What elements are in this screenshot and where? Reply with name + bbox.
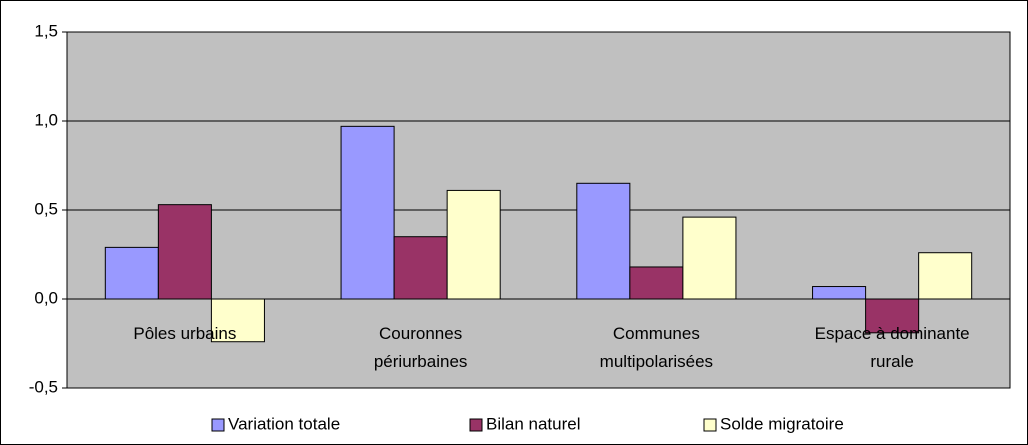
x-tick-label: Pôles urbains xyxy=(133,324,236,343)
bar xyxy=(682,216,737,300)
legend-swatch xyxy=(469,418,483,432)
legend-label: Variation totale xyxy=(228,414,340,433)
bar xyxy=(340,125,395,300)
bar xyxy=(918,252,973,300)
x-tick-label: Couronnes périurbaines xyxy=(374,324,468,371)
bar xyxy=(210,298,265,343)
y-tick-label: 1,0 xyxy=(34,110,58,129)
bar xyxy=(104,246,159,300)
y-tick-label: 1,5 xyxy=(34,21,58,40)
x-tick-line: rurale xyxy=(870,352,913,371)
x-tick-label: Communes multipolarisées xyxy=(600,324,713,371)
bar xyxy=(157,204,212,300)
x-tick-line: Pôles urbains xyxy=(133,324,236,343)
bar xyxy=(393,236,448,300)
x-tick-label: Espace à dominante rurale xyxy=(815,324,970,371)
y-tick-label: 0,5 xyxy=(34,199,58,218)
x-tick-line: périurbaines xyxy=(374,352,468,371)
bar xyxy=(865,298,920,334)
bar xyxy=(576,182,631,300)
x-tick-line: Couronnes xyxy=(379,324,462,343)
x-tick-line: Espace à dominante xyxy=(815,324,970,343)
legend-label: Bilan naturel xyxy=(486,414,581,433)
bar xyxy=(629,266,684,300)
y-tick-label: -0,5 xyxy=(29,377,58,396)
y-tick-label: 0,0 xyxy=(34,288,58,307)
x-tick-line: multipolarisées xyxy=(600,352,713,371)
bar xyxy=(812,286,867,300)
legend-swatch xyxy=(211,418,225,432)
bar xyxy=(446,189,501,300)
x-tick-line: Communes xyxy=(613,324,700,343)
legend-label: Solde migratoire xyxy=(720,414,844,433)
legend-swatch xyxy=(703,418,717,432)
